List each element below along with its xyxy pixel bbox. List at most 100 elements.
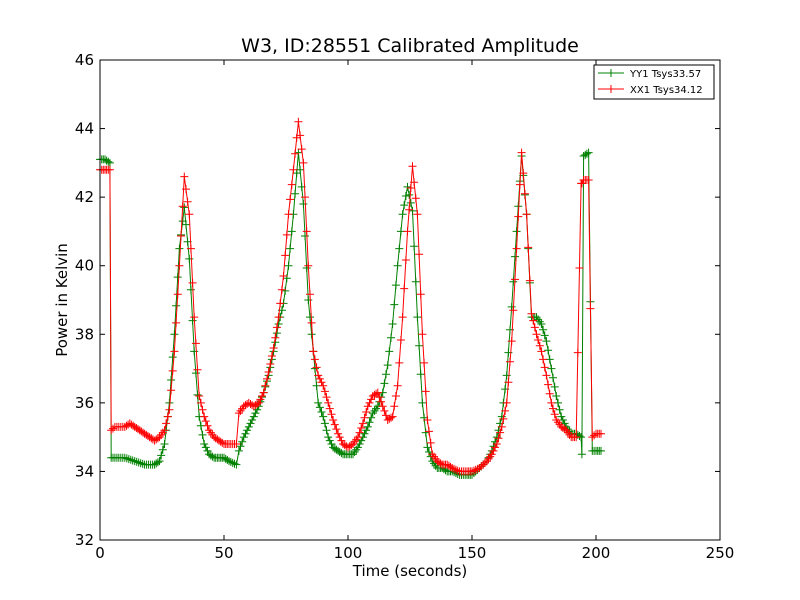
data-point bbox=[175, 244, 184, 253]
data-point bbox=[238, 437, 247, 446]
data-point bbox=[327, 410, 336, 419]
data-point bbox=[267, 352, 276, 360]
data-point bbox=[477, 462, 486, 471]
data-point bbox=[373, 388, 382, 397]
data-point bbox=[481, 458, 489, 467]
data-point bbox=[375, 393, 384, 402]
data-point bbox=[185, 210, 194, 219]
data-point bbox=[436, 459, 445, 468]
data-point bbox=[403, 182, 412, 191]
x-tick-label: 200 bbox=[582, 544, 611, 562]
data-point bbox=[105, 158, 114, 167]
data-point bbox=[246, 419, 255, 428]
data-point bbox=[390, 300, 399, 309]
data-point bbox=[302, 227, 311, 236]
data-point bbox=[182, 185, 190, 194]
data-point bbox=[511, 275, 519, 284]
data-point bbox=[391, 392, 400, 400]
data-point bbox=[281, 286, 290, 295]
data-point bbox=[400, 284, 409, 293]
data-point bbox=[284, 261, 293, 270]
data-point bbox=[183, 197, 192, 206]
data-point bbox=[584, 176, 593, 184]
data-point bbox=[299, 200, 308, 208]
data-point bbox=[555, 405, 564, 414]
data-point bbox=[170, 347, 179, 356]
chart-title: W3, ID:28551 Calibrated Amplitude bbox=[241, 35, 579, 57]
data-point bbox=[475, 464, 484, 472]
data-point bbox=[406, 184, 415, 192]
data-point bbox=[175, 261, 184, 270]
data-point bbox=[196, 398, 205, 407]
data-point bbox=[287, 180, 296, 189]
data-point bbox=[136, 459, 145, 468]
data-point bbox=[363, 422, 372, 431]
data-point bbox=[107, 426, 116, 435]
data-point bbox=[413, 313, 422, 322]
data-point bbox=[408, 206, 417, 215]
data-point bbox=[322, 393, 331, 402]
data-point bbox=[388, 320, 397, 328]
data-point bbox=[347, 441, 356, 450]
data-point bbox=[104, 157, 113, 166]
data-point bbox=[360, 429, 369, 438]
data-point bbox=[162, 419, 171, 428]
data-point bbox=[287, 227, 296, 236]
data-point bbox=[420, 358, 429, 367]
data-point bbox=[532, 330, 541, 339]
data-point bbox=[291, 149, 300, 158]
data-point bbox=[496, 428, 505, 437]
data-point bbox=[307, 330, 316, 339]
data-point bbox=[327, 440, 336, 448]
data-point bbox=[410, 178, 419, 187]
legend: YY1 Tsys33.57 XX1 Tsys34.12 bbox=[593, 64, 715, 100]
data-point bbox=[545, 389, 554, 398]
data-point bbox=[297, 145, 306, 154]
data-point bbox=[537, 320, 546, 328]
data-point bbox=[377, 397, 386, 406]
data-point bbox=[185, 254, 194, 263]
data-point bbox=[365, 418, 374, 427]
data-point bbox=[489, 446, 498, 455]
data-point bbox=[590, 431, 599, 440]
data-point bbox=[418, 398, 427, 407]
data-point bbox=[410, 242, 419, 251]
data-point bbox=[190, 313, 199, 322]
data-point bbox=[507, 337, 516, 346]
data-point bbox=[282, 230, 291, 239]
data-point bbox=[138, 459, 147, 468]
data-point bbox=[208, 452, 217, 461]
data-point bbox=[395, 358, 404, 367]
data-point bbox=[292, 169, 301, 178]
data-point bbox=[362, 408, 371, 416]
data-point bbox=[573, 348, 582, 357]
data-point bbox=[390, 402, 399, 411]
data-point bbox=[281, 251, 290, 260]
data-point bbox=[122, 454, 131, 463]
data-point bbox=[120, 453, 129, 462]
data-point bbox=[547, 398, 556, 407]
y-tick-label: 46 bbox=[75, 51, 94, 69]
data-point bbox=[509, 306, 518, 315]
data-point bbox=[378, 402, 387, 411]
data-point bbox=[380, 379, 389, 388]
data-point bbox=[494, 434, 503, 443]
data-point bbox=[315, 374, 324, 383]
data-point bbox=[232, 460, 241, 469]
data-point bbox=[279, 272, 288, 280]
data-point bbox=[218, 438, 227, 447]
data-point bbox=[304, 261, 313, 270]
data-point bbox=[418, 330, 427, 339]
data-point bbox=[167, 386, 176, 395]
legend-marker-yy1 bbox=[607, 69, 615, 77]
data-point bbox=[244, 422, 253, 431]
legend-label-yy1: YY1 Tsys33.57 bbox=[629, 69, 701, 80]
data-point bbox=[520, 189, 529, 198]
data-point bbox=[426, 438, 435, 447]
data-point bbox=[468, 467, 476, 476]
data-point bbox=[451, 465, 460, 474]
data-point bbox=[274, 320, 283, 328]
data-point bbox=[258, 392, 266, 400]
data-point bbox=[249, 412, 258, 421]
plot-frame bbox=[99, 59, 721, 541]
